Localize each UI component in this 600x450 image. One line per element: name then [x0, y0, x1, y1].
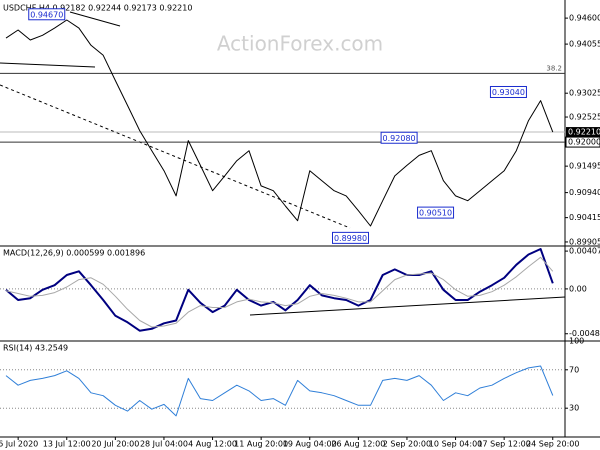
series-line: [5, 19, 554, 227]
y-tick-label: 0.90415: [569, 213, 600, 222]
x-tick-label: 26 Aug 12:00: [331, 440, 385, 449]
annotation-box: [28, 8, 66, 21]
annotation-label: 0.90510: [419, 209, 452, 218]
annotation-box: [380, 131, 418, 144]
y-tick-label: 0.90940: [569, 188, 600, 197]
annotation-box: [332, 231, 369, 244]
annotation-label: 0.92080: [383, 134, 416, 143]
trendline: [69, 11, 121, 27]
chart-title: USDCHF,H4 0.92182 0.92244 0.92173 0.9221…: [3, 4, 192, 13]
annotation-label: 0.89980: [334, 234, 367, 243]
x-tick-label: 20 Jul 20:00: [91, 440, 139, 449]
level-label: 38.2: [546, 64, 562, 72]
x-tick-label: 24 Sep 20:00: [526, 440, 579, 449]
y-tick-label: 0.93025: [569, 89, 600, 98]
x-tick-label: 28 Jul 04:00: [140, 440, 188, 449]
series-line: [5, 256, 554, 328]
annotation-label: 0.94670: [30, 10, 63, 19]
y-tick-label: 0.92525: [569, 113, 600, 122]
x-tick-label: 2 Sep 20:00: [383, 440, 431, 449]
annotation-box: [417, 206, 455, 219]
y-tick-label: 0.94600: [569, 14, 600, 23]
series-line: [5, 248, 554, 332]
x-tick-label: 11 Aug 20:00: [234, 440, 288, 449]
level-label: 0.92000: [568, 138, 600, 147]
x-tick-label: 4 Aug 12:00: [188, 440, 237, 449]
annotation-box: [489, 85, 527, 98]
y-tick-label: 30: [569, 404, 579, 413]
x-tick-label: 10 Sep 04:00: [429, 440, 482, 449]
x-tick-label: 13 Jul 12:00: [43, 440, 91, 449]
y-tick-label: -0.004829: [569, 329, 600, 338]
price-label: 0.92210: [568, 128, 600, 137]
y-tick-label: 0.004071: [569, 247, 600, 256]
y-tick-label: 100: [569, 337, 584, 346]
indicator-title: MACD(12,26,9) 0.000599 0.001896: [3, 249, 145, 258]
y-tick-label: 0.89905: [569, 237, 600, 246]
x-tick-label: 17 Sep 12:00: [477, 440, 530, 449]
trendline: [249, 296, 566, 316]
series-line: [5, 365, 554, 417]
price-box: [566, 127, 600, 138]
trendline: [0, 62, 96, 68]
watermark: ActionForex.com: [217, 32, 383, 56]
y-tick-label: 0.94055: [569, 40, 600, 49]
annotation-label: 0.93040: [492, 88, 525, 97]
y-tick-label: 0.91495: [569, 162, 600, 171]
indicator-title: RSI(14) 43.2549: [3, 344, 68, 353]
x-tick-label: 6 Jul 2020: [0, 440, 38, 449]
y-tick-label: 70: [569, 365, 579, 374]
level-box: [565, 136, 600, 148]
y-tick-label: 0.00: [569, 284, 587, 293]
x-tick-label: 19 Aug 04:00: [283, 440, 337, 449]
